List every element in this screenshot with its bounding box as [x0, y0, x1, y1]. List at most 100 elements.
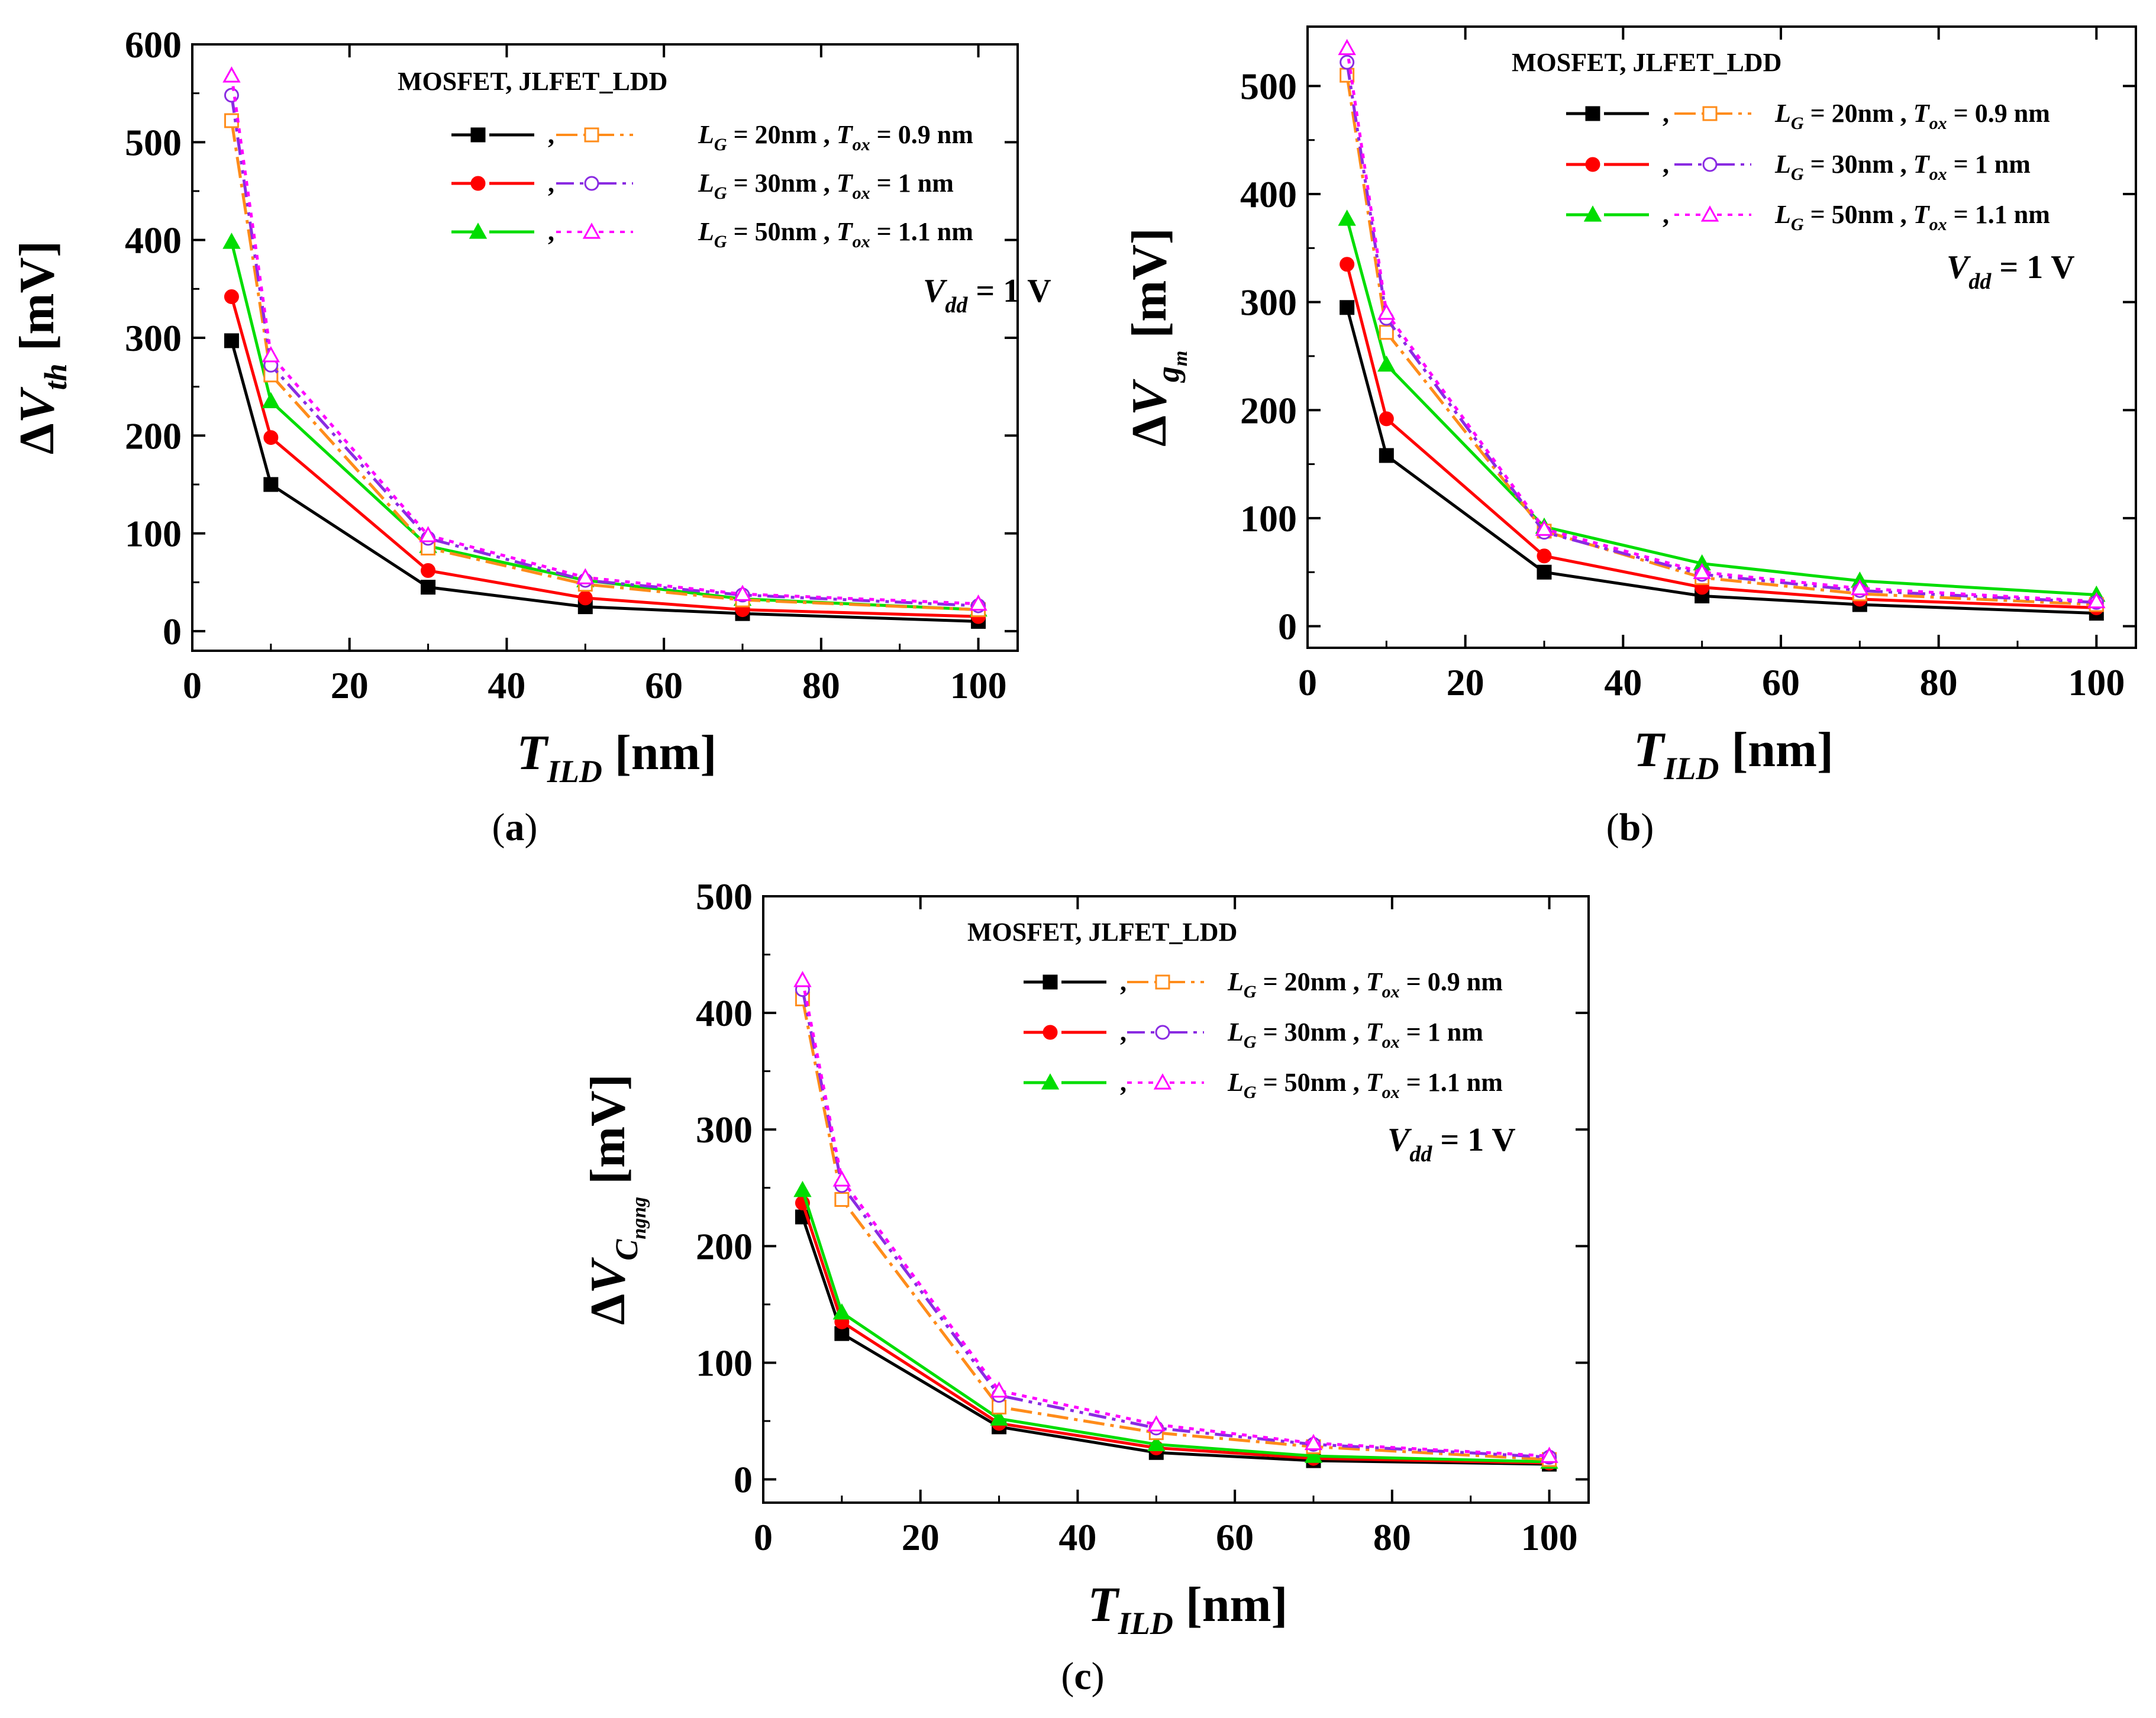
legend-marker [584, 176, 599, 191]
legend-marker [470, 127, 486, 143]
series-3 [222, 232, 987, 617]
panel-caption: (c) [1061, 1655, 1104, 1698]
legend: MOSFET, JLFET_LDD, LG = 20nm , Tox = 0.9 … [967, 918, 1503, 1102]
y-tick-label: 500 [1240, 65, 1297, 107]
data-point [1693, 563, 1711, 579]
legend-marker [1585, 157, 1600, 172]
data-point [262, 345, 280, 363]
x-tick-label: 80 [1920, 661, 1958, 703]
y-tick-label: 600 [125, 24, 182, 66]
x-tick-label: 20 [331, 664, 369, 706]
series-5 [224, 88, 986, 613]
legend-header: MOSFET, JLFET_LDD [398, 67, 667, 96]
data-point [263, 430, 279, 445]
series-line [1345, 307, 2097, 615]
legend-marker [1043, 1025, 1058, 1040]
chart-panel-a: 0 20 40 60 80 100 0 100 200 300 400 500 600 TILD [nm]… [9, 24, 1051, 849]
legend-marker [469, 222, 488, 239]
data-point [832, 1170, 851, 1187]
series-line [230, 340, 979, 623]
series-2 [224, 289, 986, 624]
data-point [990, 1409, 1008, 1426]
series-line [230, 95, 979, 608]
data-point [1147, 1415, 1166, 1432]
legend-marker [1585, 106, 1600, 121]
y-tick-label: 400 [125, 219, 182, 261]
series-line [801, 980, 1550, 1458]
y-tick-label: 0 [734, 1459, 753, 1501]
legend-header: MOSFET, JLFET_LDD [1512, 48, 1781, 77]
x-tick-label: 40 [1604, 661, 1642, 703]
legend-marker [1155, 974, 1170, 990]
y-tick-label: 400 [696, 992, 753, 1034]
data-point [1377, 303, 1396, 320]
plot-frame [1306, 25, 2137, 649]
data-point [793, 971, 812, 987]
legend-marker [1583, 205, 1602, 222]
x-tick-label: 40 [488, 664, 525, 706]
x-axis-label: TILD [nm] [517, 725, 717, 789]
vdd-annotation: Vdd = 1 V [1387, 1122, 1516, 1167]
legend-label: LG = 30nm , Tox = 1 nm [1227, 1018, 1483, 1052]
x-tick-label: 60 [645, 664, 683, 706]
series-1 [224, 333, 986, 629]
data-point [577, 590, 593, 606]
panel-caption: (a) [492, 806, 538, 849]
x-tick-label: 80 [1373, 1516, 1411, 1558]
x-tick-label: 100 [2068, 661, 2125, 703]
data-point [1537, 548, 1552, 564]
y-tick-label: 200 [125, 415, 182, 457]
data-point [262, 392, 280, 409]
x-tick-label: 40 [1058, 1516, 1096, 1558]
data-point [793, 1180, 812, 1197]
legend: MOSFET, JLFET_LDD, LG = 20nm , Tox = 0.9 … [1512, 48, 2050, 234]
data-point [1537, 564, 1552, 580]
data-point [421, 563, 436, 578]
legend-marker [1155, 1025, 1170, 1040]
y-tick-label: 300 [696, 1109, 753, 1151]
data-point [1147, 1435, 1166, 1452]
legend-marker [582, 222, 601, 239]
legend: MOSFET, JLFET_LDD, LG = 20nm , Tox = 0.9 … [398, 67, 973, 251]
x-tick-label: 80 [802, 664, 840, 706]
legend-marker [1702, 157, 1718, 172]
series-6 [1338, 38, 2106, 609]
legend-marker [584, 127, 599, 143]
y-tick-label: 300 [125, 317, 182, 359]
legend-label: LG = 30nm , Tox = 1 nm [698, 169, 954, 203]
data-point [576, 568, 595, 584]
data-point [1304, 1446, 1323, 1463]
legend-marker [1043, 974, 1058, 990]
data-point [1540, 1446, 1558, 1463]
series-line [1345, 264, 2097, 609]
series-1 [795, 1209, 1557, 1472]
legend-separator: , [1663, 200, 1669, 229]
data-point [1340, 54, 1355, 70]
series-line [230, 241, 979, 612]
data-point [222, 66, 241, 83]
data-point [832, 1303, 851, 1320]
data-point [1379, 411, 1394, 427]
data-point [1379, 325, 1394, 340]
legend-label: LG = 20nm , Tox = 0.9 nm [698, 120, 973, 154]
series-6 [222, 66, 987, 611]
y-axis-label: ΔVth [mV] [9, 241, 73, 454]
x-axis-label: TILD [nm] [1634, 722, 1834, 786]
series-line [1345, 48, 2097, 603]
legend-separator: , [1663, 150, 1669, 179]
series-line [1345, 218, 2097, 597]
legend-separator: , [1120, 1068, 1127, 1097]
y-tick-label: 0 [1278, 605, 1297, 647]
data-point [1379, 448, 1394, 463]
data-point [2087, 592, 2106, 609]
panel-caption: (b) [1606, 806, 1654, 849]
x-axis-label: TILD [nm] [1088, 1577, 1288, 1641]
vdd-annotation: Vdd = 1 V [1947, 249, 2075, 294]
x-tick-label: 20 [1447, 661, 1484, 703]
series-line [1345, 62, 2097, 604]
series-line [801, 1189, 1550, 1464]
x-tick-label: 20 [902, 1516, 940, 1558]
x-tick-label: 0 [754, 1516, 773, 1558]
legend-marker [1041, 1073, 1060, 1090]
